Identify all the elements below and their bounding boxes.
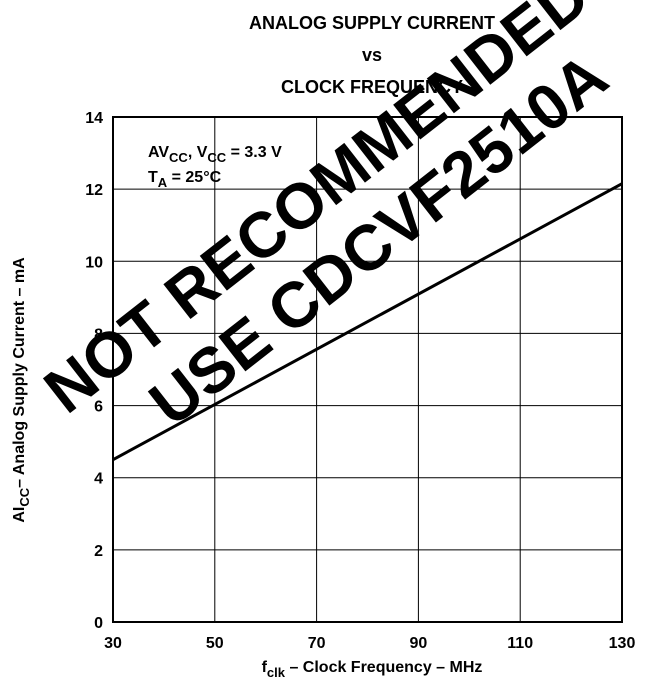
chart-title-line-1: ANALOG SUPPLY CURRENT <box>249 13 495 33</box>
supply-current-line <box>112 182 623 461</box>
x-tick-label: 130 <box>609 635 636 652</box>
x-tick-label: 50 <box>206 635 224 652</box>
y-tick-label: 12 <box>85 182 103 199</box>
chart-title-line-2: vs <box>362 45 382 65</box>
x-tick-label: 110 <box>507 635 533 652</box>
y-tick-label: 2 <box>94 543 103 560</box>
y-axis-label: AICC– Analog Supply Current – mA <box>11 257 32 523</box>
y-tick-label: 0 <box>94 615 103 632</box>
svg-text:AVCC, VCC = 3.3 V: AVCC, VCC = 3.3 V <box>148 144 282 165</box>
x-tick-label: 90 <box>410 635 428 652</box>
x-axis-label: fclk – Clock Frequency – MHz <box>262 659 483 680</box>
y-tick-label: 6 <box>94 399 103 416</box>
chart-title-line-3: CLOCK FREQUENCY <box>281 77 463 97</box>
y-tick-label: 8 <box>94 326 103 343</box>
svg-text:TA = 25°C: TA = 25°C <box>148 169 222 190</box>
x-tick-label: 30 <box>104 635 122 652</box>
y-tick-label: 4 <box>94 471 103 488</box>
x-tick-label: 70 <box>308 635 326 652</box>
watermark: NOT RECOMMENDED USE CDCVF2510A <box>31 0 621 440</box>
plot-frame <box>112 116 623 623</box>
y-tick-label: 14 <box>85 110 103 127</box>
y-tick-label: 10 <box>85 254 103 271</box>
plot-area: 30 50 70 90 110 130 0 2 4 6 8 10 12 14 <box>85 110 635 652</box>
conditions-annotation: AVCC, VCC = 3.3 V TA = 25°C <box>148 144 282 190</box>
